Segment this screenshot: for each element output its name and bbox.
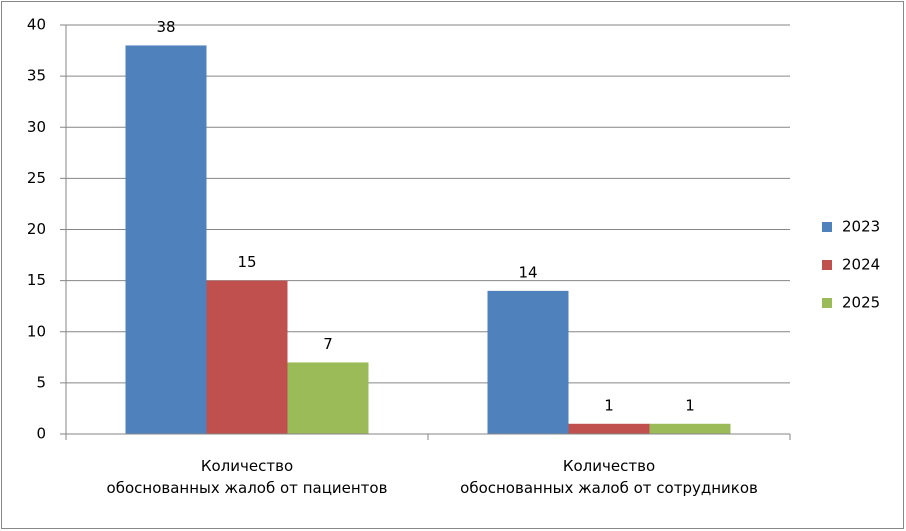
legend-label: 2023: [842, 218, 880, 236]
value-label: 38: [156, 18, 175, 36]
legend-swatch: [822, 298, 832, 308]
y-tick-label: 30: [27, 118, 46, 136]
value-label: 1: [604, 396, 614, 414]
y-tick-label: 25: [27, 169, 46, 187]
y-tick-label: 40: [27, 16, 46, 34]
bar: [649, 423, 731, 434]
bar: [125, 45, 207, 434]
x-tick-label: Количество обоснованных жалоб от сотрудн…: [460, 457, 758, 497]
x-tick-label: Количество обоснованных жалоб от пациент…: [106, 457, 388, 497]
legend-swatch: [822, 260, 832, 270]
value-label: 15: [237, 253, 256, 271]
legend-swatch: [822, 222, 832, 232]
y-tick-label: 15: [27, 271, 46, 289]
y-tick-label: 35: [27, 67, 46, 85]
legend-label: 2024: [842, 256, 880, 274]
value-label: 1: [685, 396, 695, 414]
bar: [206, 280, 288, 434]
bar: [287, 362, 369, 434]
bar: [487, 290, 569, 434]
legend-label: 2025: [842, 294, 880, 312]
value-label: 14: [518, 263, 537, 281]
y-tick-label: 10: [27, 322, 46, 340]
y-tick-label: 20: [27, 220, 46, 238]
y-tick-label: 5: [36, 373, 46, 391]
y-tick-label: 0: [36, 425, 46, 443]
value-label: 7: [323, 335, 333, 353]
bar: [568, 423, 650, 434]
